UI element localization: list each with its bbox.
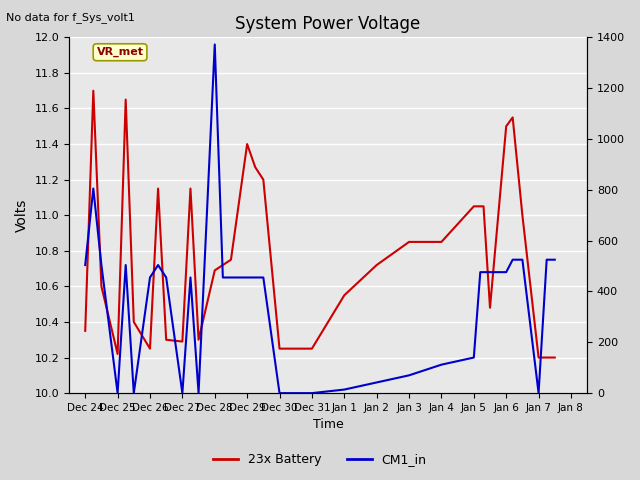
- Title: System Power Voltage: System Power Voltage: [236, 15, 420, 33]
- Text: VR_met: VR_met: [97, 47, 143, 58]
- Text: No data for f_Sys_volt1: No data for f_Sys_volt1: [6, 12, 135, 23]
- X-axis label: Time: Time: [313, 419, 344, 432]
- Legend: 23x Battery, CM1_in: 23x Battery, CM1_in: [208, 448, 432, 471]
- Y-axis label: Volts: Volts: [15, 199, 29, 232]
